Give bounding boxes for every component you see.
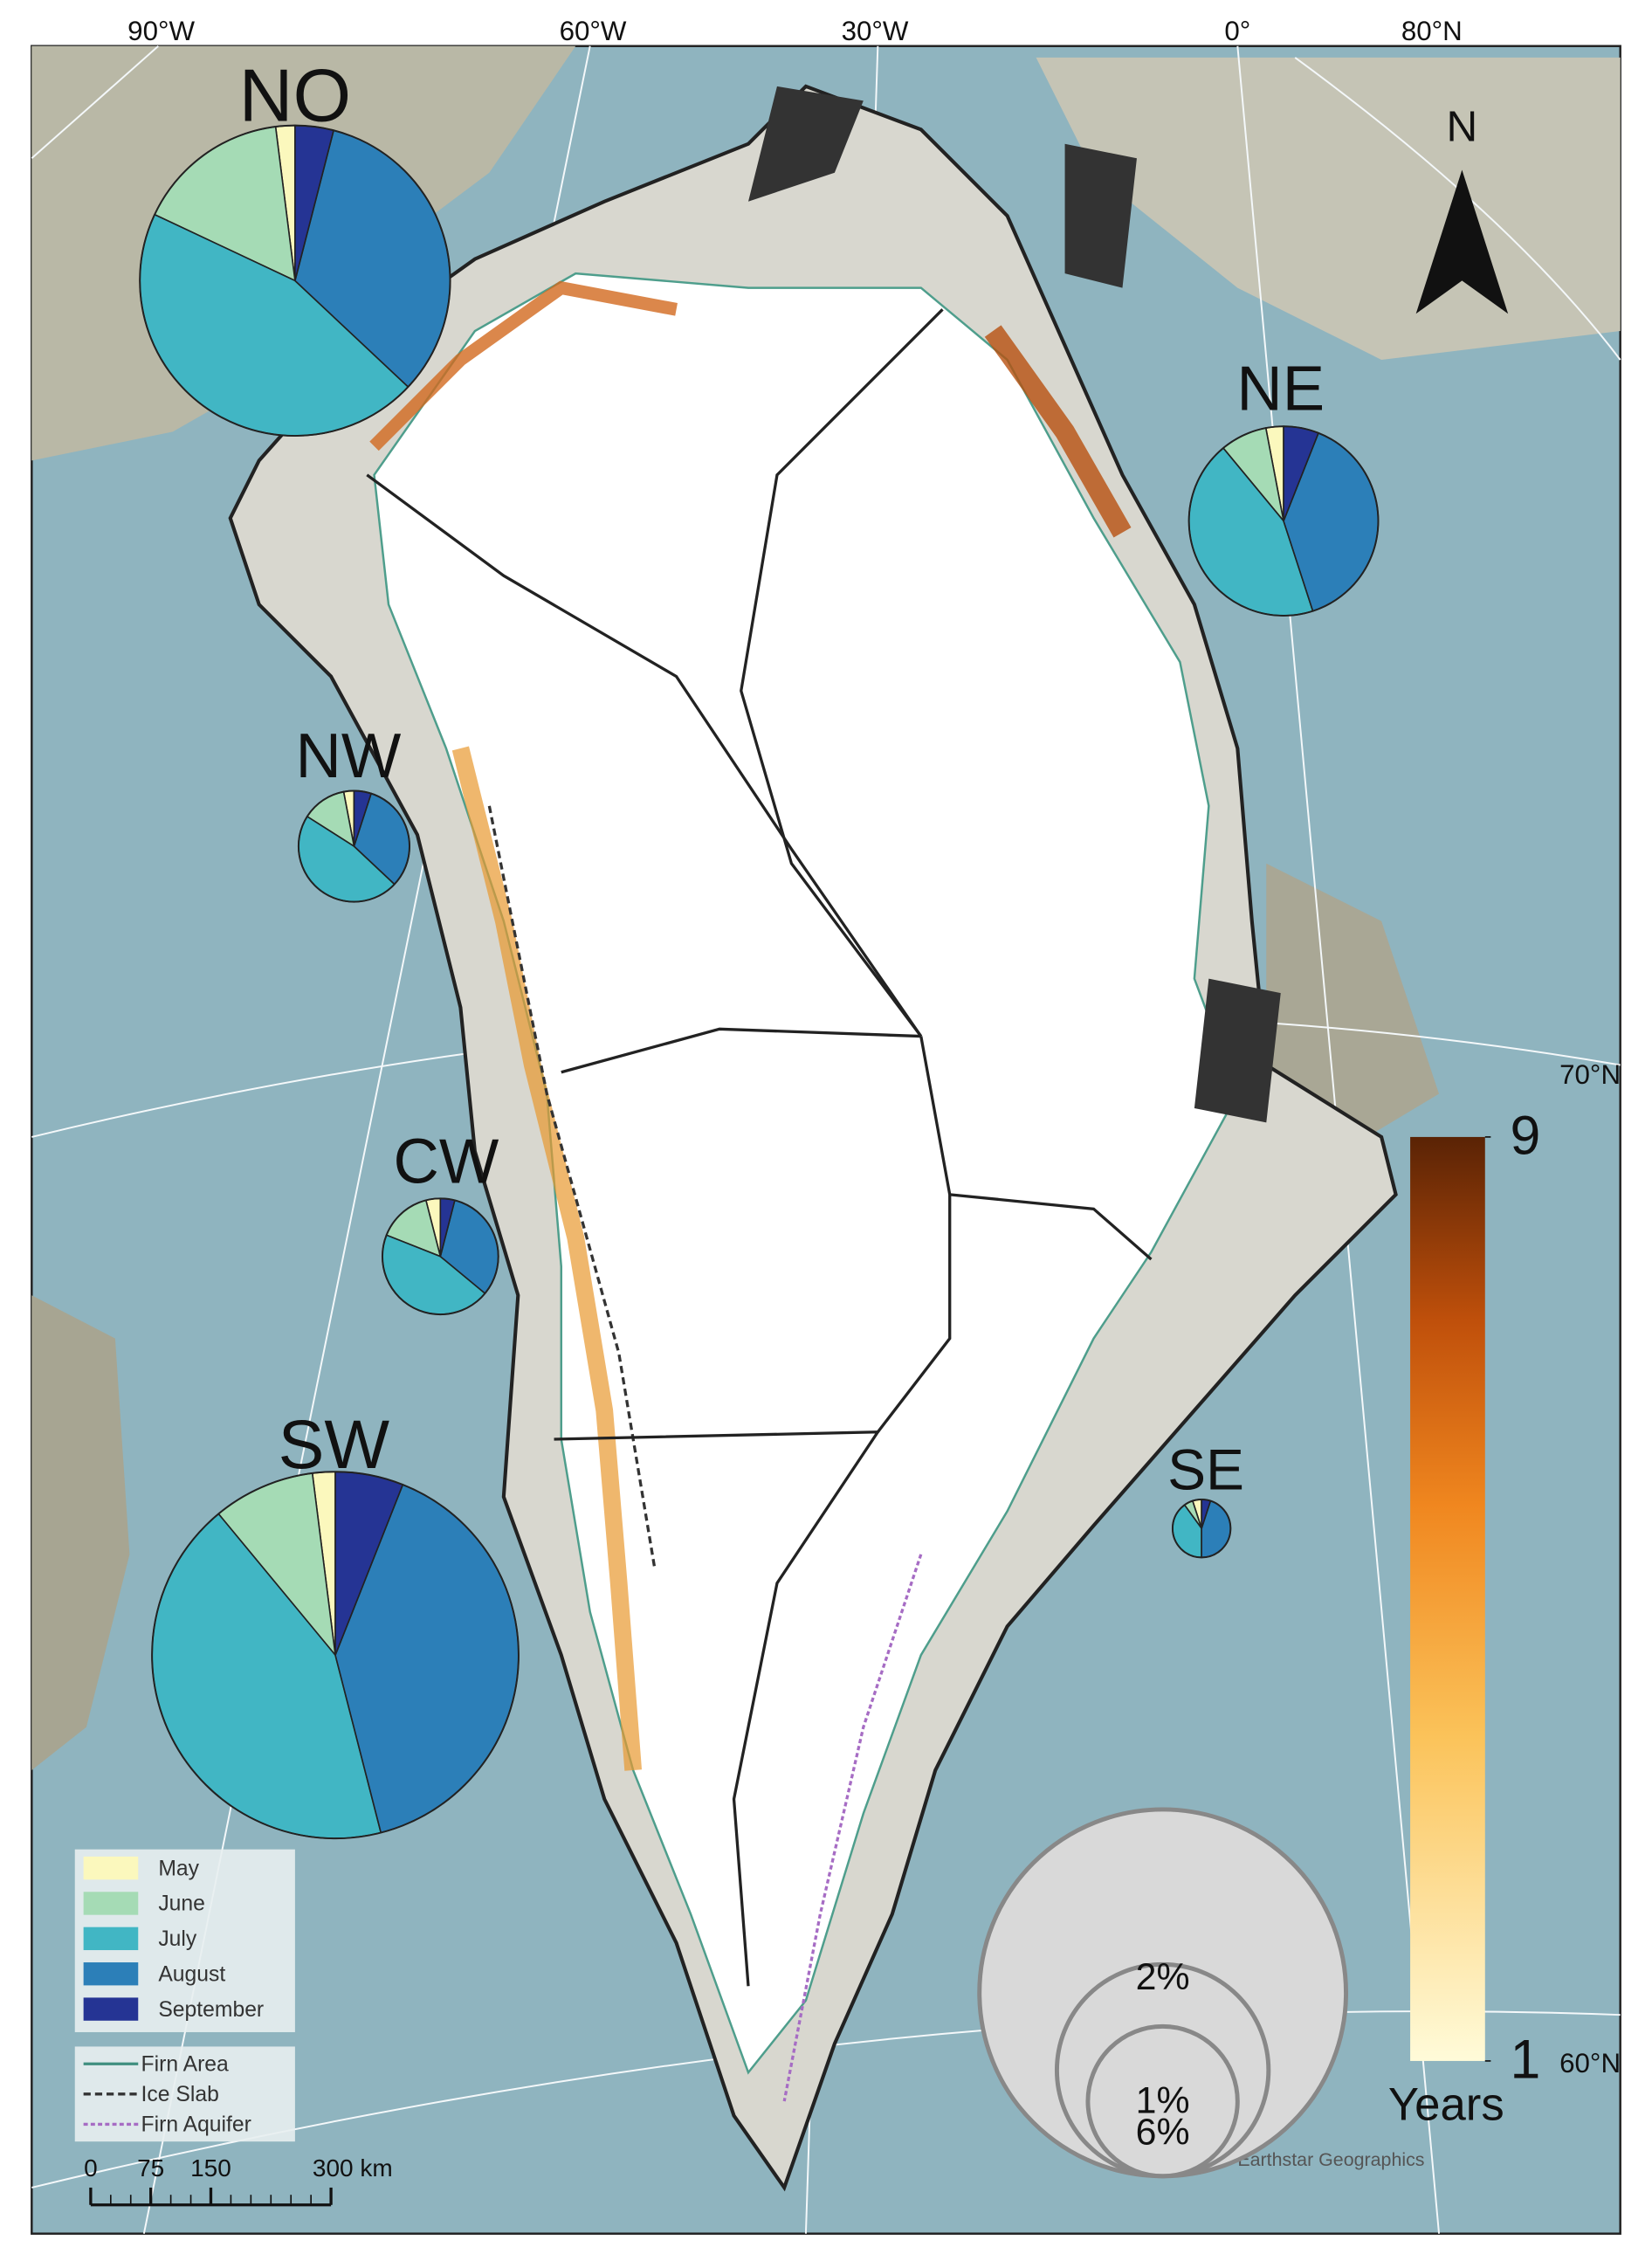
graticule-labels: 90°W 60°W 30°W 0° 80°N 70°N 60°N [127,16,1621,2078]
size-legend-label: 6% [1136,2112,1190,2154]
size-legend-label: 1% [1136,2079,1190,2121]
region-label: SE [1167,1437,1244,1502]
land-east [1266,863,1440,1137]
pie-size [1171,1498,1232,1559]
legend-label: July [158,1927,197,1951]
colorbar [1410,1136,1485,2061]
pie-size [1187,425,1380,617]
legend-swatch [83,1927,139,1951]
pie-size [139,124,451,438]
legend-label: June [158,1892,205,1916]
legend-swatch [83,1892,139,1915]
basin-lines [366,308,1153,1987]
graticule-label: 70°N [1559,1059,1621,1090]
region-label: CW [394,1127,499,1197]
legend-label: August [158,1962,225,1986]
graticule-label: 80°N [1401,16,1463,46]
graticule-label: 30°W [842,16,909,46]
size-legend-label: 2% [1136,1956,1190,1998]
legend-label: Firn Area [141,2052,229,2076]
scale-label: 0 [84,2154,98,2182]
firn-band [451,746,643,1771]
legend-label: Ice Slab [141,2083,219,2106]
region-label: NW [295,720,401,791]
scale-label: 150 [190,2154,231,2182]
firn-band [984,325,1132,538]
graticule-label: 60°N [1559,2048,1621,2078]
colorbar-tick-label: 1 [1511,2030,1541,2091]
north-arrow [1415,169,1509,314]
attribution: Earthstar Geographics [1237,2149,1424,2170]
legend-label: September [158,1998,264,2022]
overlays: NO NE NW CW SW SE May June July August September Fi… [83,53,1541,2207]
ice-slab-line [487,805,657,1569]
scale-label: 75 [137,2154,164,2182]
region-label: NE [1236,354,1325,424]
glacier-patch [748,86,1281,1123]
graticule-label: 90°W [127,16,195,46]
legend-swatch [83,1856,139,1880]
size-legend-circle [1085,2023,1240,2179]
legend-label: Firn Aquifer [141,2113,251,2137]
north-label: N [1447,103,1478,151]
pie-size [297,789,411,903]
legend-label: May [158,1857,199,1880]
legend-swatch [83,1997,139,2021]
scale-label: 300 km [313,2154,393,2182]
colorbar-tick-label: 9 [1511,1106,1541,1167]
graticule-label: 0° [1224,16,1250,46]
region-label: SW [279,1405,390,1483]
aquifer-line [782,1554,923,2102]
graticule-label: 60°W [560,16,627,46]
legend-swatch [83,1962,139,1986]
colorbar-label: Years [1388,2078,1504,2130]
pie-size [151,1471,520,1840]
firn-band [369,280,678,452]
pie-size [381,1197,499,1316]
region-label: NO [239,53,352,137]
land-labrador [31,1295,130,1771]
